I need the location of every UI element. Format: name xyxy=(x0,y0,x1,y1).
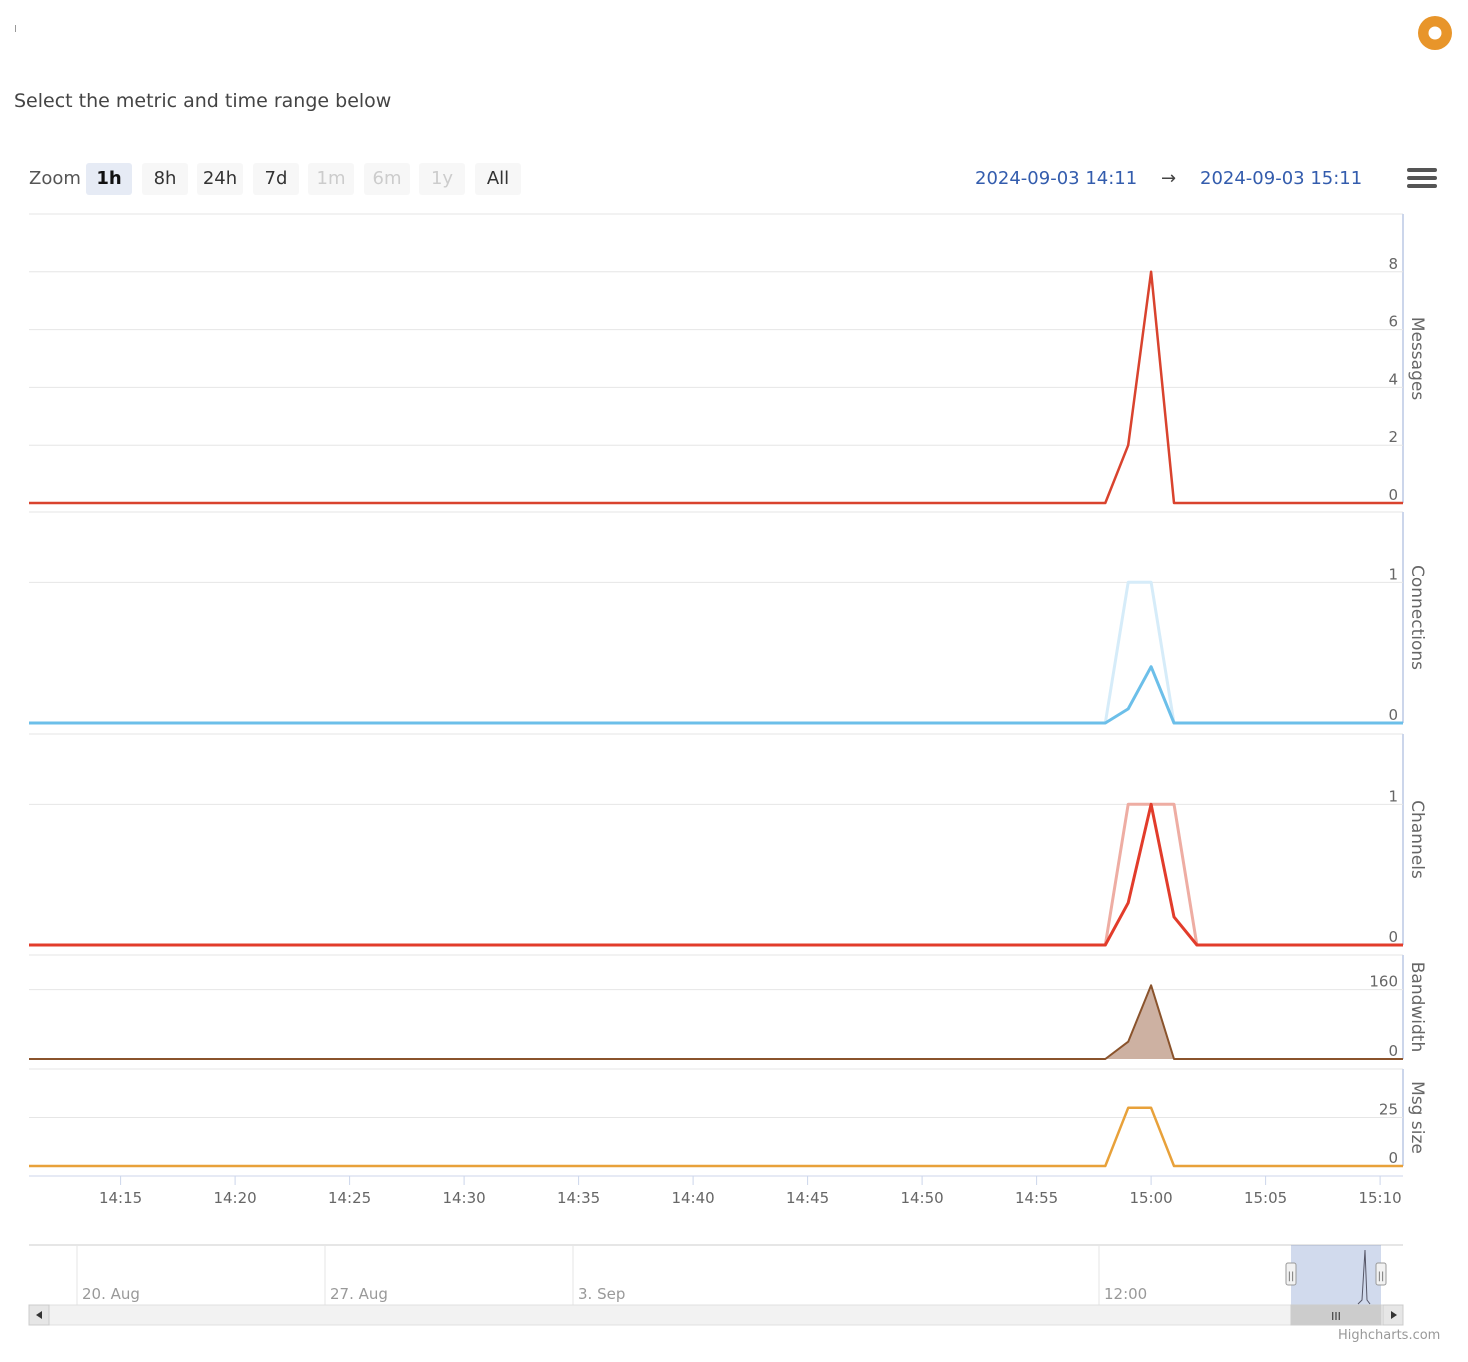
page-subtitle: Select the metric and time range below xyxy=(14,90,392,112)
navigator-handle-body xyxy=(1375,1262,1387,1286)
y-tick-label: 2 xyxy=(1388,428,1398,446)
corner-mark xyxy=(15,25,16,32)
zoom-label: Zoom xyxy=(29,168,81,189)
navigator-handle-body xyxy=(1285,1262,1297,1286)
navigator-label: 12:00 xyxy=(1104,1285,1147,1303)
navigator-handle[interactable]: || xyxy=(1285,1262,1297,1286)
series-line xyxy=(29,802,1403,947)
scrollbar-track xyxy=(28,1304,1404,1326)
y-tick-label: 4 xyxy=(1388,370,1398,388)
credits-link[interactable]: Highcharts.com xyxy=(1338,1328,1441,1343)
menu-bar xyxy=(1407,184,1437,188)
y-tick-label: 0 xyxy=(1388,1042,1398,1060)
panel-channels: 0 1 Channels xyxy=(29,733,1427,947)
zoom-button-1y[interactable]: 1y xyxy=(419,163,465,195)
zoom-button-6m[interactable]: 6m xyxy=(364,163,410,195)
y-axis-title: Msg size xyxy=(1407,1081,1427,1154)
y-tick-label: 0 xyxy=(1388,706,1398,724)
navigator: 20. Aug 27. Aug 3. Sep 12:00 || || III xyxy=(28,1244,1404,1326)
zoom-button-7d[interactable]: 7d xyxy=(253,163,299,195)
navigator-handle-grip: || xyxy=(1288,1271,1295,1282)
navigator-label: 3. Sep xyxy=(578,1285,625,1303)
navigator-label: 27. Aug xyxy=(330,1285,388,1303)
scrollbar-thumb xyxy=(1290,1304,1382,1326)
y-tick-label: 0 xyxy=(1388,486,1398,504)
x-tick-label: 15:10 xyxy=(1358,1189,1401,1207)
navigator-scrollbar[interactable]: III xyxy=(28,1304,1404,1326)
range-arrow: → xyxy=(1161,168,1177,189)
series-line xyxy=(29,984,1403,1060)
range-to-input[interactable]: 2024-09-03 15:11 xyxy=(1200,168,1363,189)
y-tick-label: 8 xyxy=(1388,255,1398,273)
series-line xyxy=(29,270,1403,505)
scrollbar-thumb-grip: III xyxy=(1331,1310,1341,1323)
panel-connections: 0 1 Connections xyxy=(29,511,1427,725)
x-tick-label: 14:35 xyxy=(557,1189,600,1207)
chart-menu-icon[interactable] xyxy=(1407,168,1437,192)
zoom-button-1h[interactable]: 1h xyxy=(86,163,132,195)
x-tick-label: 14:50 xyxy=(900,1189,943,1207)
x-tick-label: 14:20 xyxy=(213,1189,256,1207)
y-tick-label: 1 xyxy=(1388,787,1398,805)
panel-msg-size: 0 25 Msg size xyxy=(29,1068,1427,1168)
series-line xyxy=(29,802,1403,947)
menu-bar xyxy=(1407,168,1437,172)
app-logo-icon xyxy=(1418,16,1452,50)
zoom-button-24h[interactable]: 24h xyxy=(197,163,243,195)
x-tick-label: 15:05 xyxy=(1244,1189,1287,1207)
x-tick-label: 14:45 xyxy=(786,1189,829,1207)
panel-messages: 0 2 4 6 8 Messages xyxy=(29,213,1427,505)
x-tick-label: 14:15 xyxy=(99,1189,142,1207)
y-tick-label: 0 xyxy=(1388,1149,1398,1167)
scrollbar-right-arrow-icon xyxy=(1391,1311,1397,1319)
scrollbar-left-arrow-icon xyxy=(36,1311,42,1319)
series-line xyxy=(29,580,1403,725)
range-from-input[interactable]: 2024-09-03 14:11 xyxy=(975,168,1138,189)
y-tick-label: 1 xyxy=(1388,565,1398,583)
x-tick-label: 14:30 xyxy=(442,1189,485,1207)
panel-bandwidth: 0 160 Bandwidth xyxy=(29,954,1427,1060)
series-line xyxy=(29,1106,1403,1168)
x-tick-label: 15:00 xyxy=(1129,1189,1172,1207)
x-tick-label: 14:55 xyxy=(1015,1189,1058,1207)
navigator-handle-grip: || xyxy=(1378,1271,1385,1282)
series-line xyxy=(29,665,1403,725)
series-area-fill xyxy=(29,985,1403,1059)
zoom-button-1m[interactable]: 1m xyxy=(308,163,354,195)
y-tick-label: 25 xyxy=(1379,1101,1398,1119)
menu-bar xyxy=(1407,176,1437,180)
x-tick-label: 14:40 xyxy=(671,1189,714,1207)
y-axis-title: Connections xyxy=(1407,565,1427,670)
y-axis-title: Channels xyxy=(1407,800,1427,879)
navigator-handle[interactable]: || xyxy=(1375,1262,1387,1286)
x-tick-label: 14:25 xyxy=(328,1189,371,1207)
y-axis-title: Bandwidth xyxy=(1407,962,1427,1053)
y-axis-title: Messages xyxy=(1407,317,1427,401)
zoom-button-8h[interactable]: 8h xyxy=(142,163,188,195)
y-tick-label: 0 xyxy=(1388,928,1398,946)
navigator-series xyxy=(1357,1249,1371,1305)
logo-inner-dot xyxy=(1428,26,1442,40)
zoom-button-all[interactable]: All xyxy=(475,163,521,195)
navigator-mask xyxy=(1291,1245,1381,1305)
y-tick-label: 6 xyxy=(1388,313,1398,331)
y-tick-label: 160 xyxy=(1369,973,1398,991)
navigator-label: 20. Aug xyxy=(82,1285,140,1303)
